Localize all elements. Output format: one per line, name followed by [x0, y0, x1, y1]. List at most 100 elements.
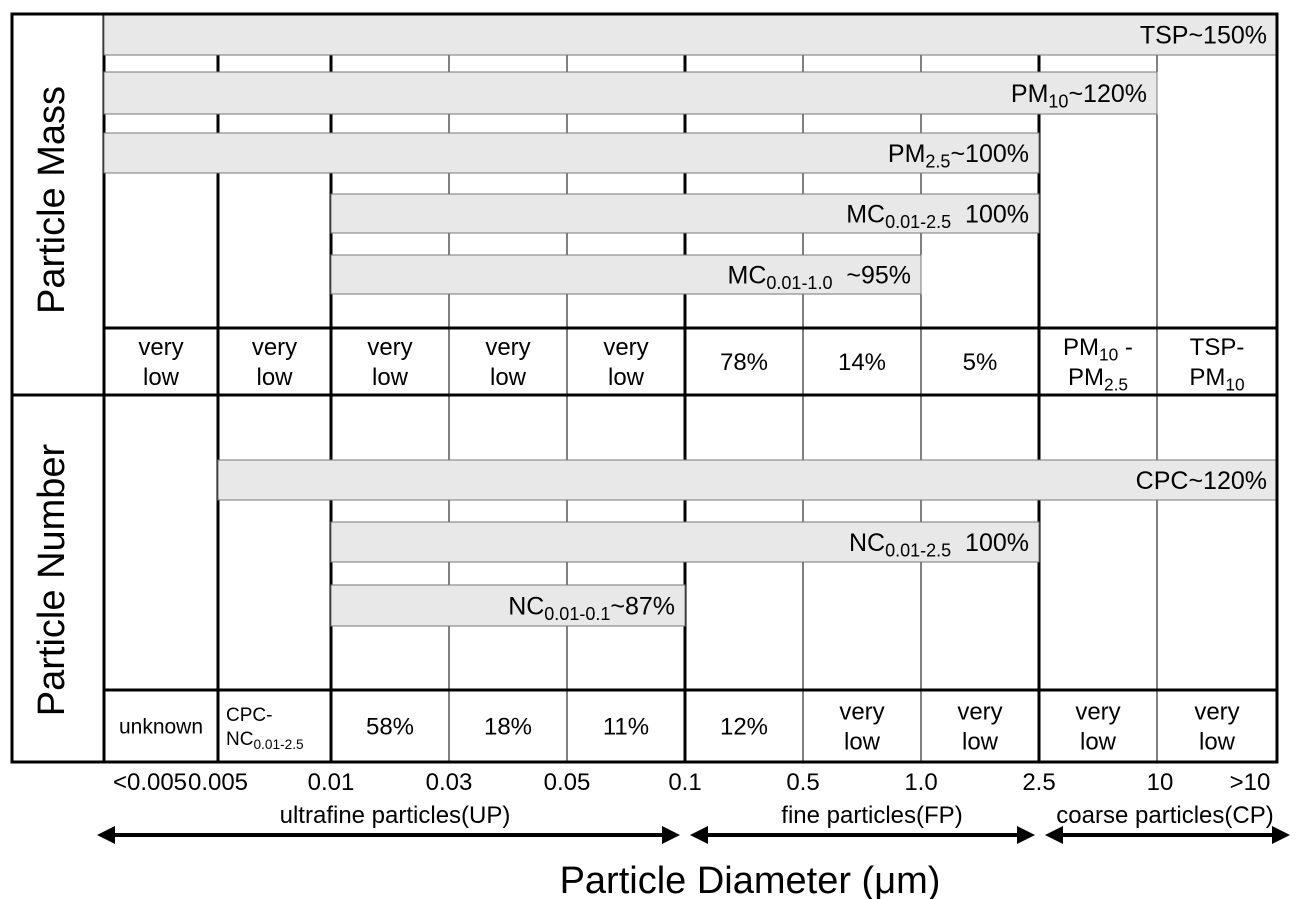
cell-text: very	[1075, 699, 1120, 726]
row-header: Particle Mass	[31, 86, 73, 314]
arrow-head	[97, 826, 115, 844]
text-part: CPC~120%	[1136, 467, 1267, 495]
text-part: low	[1080, 729, 1117, 756]
subscript: 10	[1225, 374, 1244, 394]
text-part: very	[252, 334, 297, 361]
subscript: 10	[1048, 92, 1068, 112]
arrow-head	[1045, 826, 1063, 844]
bar	[330, 584, 686, 627]
bar	[103, 132, 1040, 174]
text-part: ~120%	[1068, 80, 1147, 108]
text-part: 12%	[720, 714, 768, 741]
bar	[103, 13, 1278, 56]
cell-text: very	[252, 334, 297, 361]
size-label: >10	[1230, 769, 1271, 796]
subscript: 0.01-2.5	[885, 212, 951, 232]
size-label: 0.05	[544, 769, 591, 796]
cell-text: PM10 -	[1063, 334, 1133, 364]
cell-text: 5%	[963, 349, 998, 376]
bar-label: NC0.01-0.1~87%	[508, 593, 675, 625]
text-part: very	[367, 334, 412, 361]
bar-label: PM2.5~100%	[888, 140, 1029, 172]
size-label: 10	[1147, 769, 1174, 796]
text-part: low	[844, 729, 881, 756]
bar	[330, 254, 922, 295]
bar	[330, 521, 1040, 563]
arrow-head	[1272, 826, 1290, 844]
text-part: CPC-	[226, 705, 272, 726]
subscript: 0.01-1.0	[766, 273, 832, 293]
cell-text: very	[367, 334, 412, 361]
cell-text: low	[844, 729, 881, 756]
row-header: Particle Number	[31, 443, 73, 716]
size-label: 0.03	[426, 769, 473, 796]
range-label: coarse particles(CP)	[1056, 802, 1273, 829]
text-part: unknown	[119, 716, 203, 739]
text-part: TSP-	[1190, 334, 1245, 361]
text-part: low	[372, 364, 409, 391]
axis-title: Particle Diameter (μm)	[560, 860, 941, 899]
bar	[330, 193, 1040, 234]
text-part: ~100%	[950, 140, 1029, 168]
cell-text: low	[490, 364, 527, 391]
cell-text: CPC-	[226, 705, 272, 726]
cell-text: low	[372, 364, 409, 391]
cell-text: PM2.5	[1068, 364, 1128, 394]
bar-label: CPC~120%	[1136, 467, 1267, 495]
text-part: ~95%	[832, 262, 911, 290]
text-part: low	[143, 364, 180, 391]
bar-label: MC0.01-2.5 100%	[846, 201, 1029, 233]
bar-label: MC0.01-1.0 ~95%	[728, 262, 911, 294]
cell-text: very	[957, 699, 1002, 726]
text-part: 5%	[963, 349, 998, 376]
cell-text: low	[962, 729, 999, 756]
subscript: 0.01-2.5	[253, 737, 304, 752]
cell-text: low	[143, 364, 180, 391]
text-part: low	[490, 364, 527, 391]
text-part: very	[1194, 699, 1239, 726]
cell-text: 14%	[838, 349, 886, 376]
text-part: 100%	[951, 529, 1029, 557]
border	[10, 12, 1279, 764]
cell-text: NC0.01-2.5	[226, 729, 304, 752]
text-part: very	[957, 699, 1002, 726]
size-label: 0.5	[786, 769, 819, 796]
cell-text: 11%	[603, 714, 649, 741]
subscript: 0.01-2.5	[885, 541, 951, 561]
arrow-head	[1017, 826, 1035, 844]
cell-text: very	[1194, 699, 1239, 726]
text-part: PM	[888, 140, 926, 168]
text-part: MC	[846, 201, 885, 229]
size-label: 0.1	[668, 769, 701, 796]
cell-text: very	[138, 334, 183, 361]
text-part: MC	[728, 262, 767, 290]
arrow-head	[690, 826, 708, 844]
cell-text: low	[1199, 729, 1236, 756]
cell-text: low	[256, 364, 293, 391]
text-part: PM	[1011, 80, 1049, 108]
text-part: 58%	[366, 714, 414, 741]
cell-text: 78%	[720, 349, 768, 376]
cell-text: low	[608, 364, 645, 391]
subscript: 2.5	[1104, 374, 1128, 394]
text-part: 11%	[603, 714, 649, 741]
text-part: 78%	[720, 349, 768, 376]
cell-text: unknown	[119, 716, 203, 739]
text-part: PM	[1063, 334, 1099, 361]
text-part: low	[1199, 729, 1236, 756]
text-part: very	[603, 334, 648, 361]
text-part: low	[256, 364, 293, 391]
cell-text: very	[839, 699, 884, 726]
arrow-head	[662, 826, 680, 844]
subscript: 0.01-0.1	[544, 604, 610, 624]
text-part: 18%	[484, 714, 532, 741]
subscript: 10	[1099, 344, 1118, 364]
text-part: PM	[1189, 364, 1225, 391]
cell-text: 18%	[484, 714, 532, 741]
cell-text: 12%	[720, 714, 768, 741]
cell-text: very	[603, 334, 648, 361]
size-label: 0.005	[188, 769, 248, 796]
text-part: very	[138, 334, 183, 361]
